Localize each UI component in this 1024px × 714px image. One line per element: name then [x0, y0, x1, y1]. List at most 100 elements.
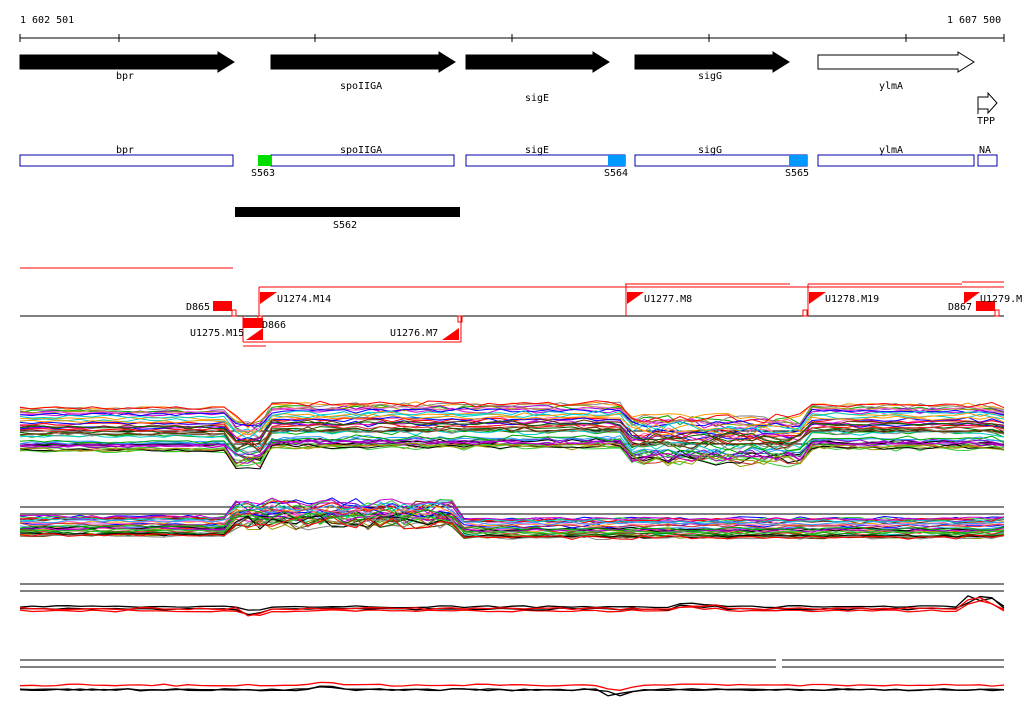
unit-d866[interactable]: D866 — [243, 318, 286, 331]
expression-panel-1 — [19, 400, 1005, 470]
unit-d867[interactable]: D867 — [948, 301, 995, 313]
gene-arrow[interactable] — [634, 51, 790, 73]
expression-profile-line — [19, 497, 1005, 522]
annotation-label: NA — [979, 145, 991, 156]
gene-ylmA[interactable]: ylmA — [817, 51, 975, 92]
unit-d865[interactable]: D865 — [186, 301, 232, 313]
promoter-flag-icon — [627, 292, 644, 304]
segment-s562[interactable]: S562 — [235, 207, 460, 231]
site-s564[interactable]: S564 — [604, 155, 628, 179]
ruler-ticks — [19, 34, 1005, 42]
promoter-flag-icon — [964, 292, 980, 304]
gene-arrow[interactable] — [19, 51, 235, 73]
promoter-flag-icon — [246, 328, 263, 340]
gene-sigG[interactable]: sigG — [634, 51, 790, 82]
segment-bar[interactable] — [235, 207, 460, 217]
expression-profile-line — [19, 406, 1005, 433]
expression-profile-line — [19, 507, 1005, 532]
transcription-unit-track: D865 U1274.M14 D866 U1275.M15 U1276.M7 U… — [20, 267, 1022, 347]
annotation-box-sigE[interactable]: sigE — [465, 145, 626, 167]
gene-arrow[interactable] — [465, 51, 610, 73]
site-marker[interactable] — [608, 155, 625, 166]
expression-profile-line — [19, 412, 1005, 440]
promoter-flag-icon — [442, 328, 459, 340]
annotation-box-sigG[interactable]: sigG — [634, 145, 808, 167]
site-label: S565 — [785, 168, 809, 179]
annotation-box-ylmA[interactable]: ylmA — [817, 145, 975, 167]
unit-u1276-m7[interactable]: U1276.M7 — [390, 328, 459, 340]
expression-profile-line — [19, 423, 1005, 452]
unit-u1277-m8[interactable]: U1277.M8 — [627, 292, 692, 305]
gene-bpr[interactable]: bpr — [19, 51, 235, 82]
gene-arrow[interactable] — [817, 51, 975, 73]
expression-profile-line — [19, 414, 1005, 440]
gene-spoIIGA[interactable]: spoIIGA — [270, 51, 456, 92]
gene-label: spoIIGA — [340, 81, 382, 92]
terminator-tpp[interactable]: TPP — [977, 91, 998, 127]
unit-label: U1275.M15 — [190, 328, 244, 339]
expression-panel-3 — [19, 583, 1005, 617]
expression-profile-line — [19, 507, 1005, 530]
annotation-box-bpr[interactable]: bpr — [19, 145, 234, 167]
annotation-label: ylmA — [879, 145, 903, 156]
expression-profile-line — [19, 596, 1005, 617]
expression-panel-2 — [19, 497, 1005, 541]
expression-profile-line — [19, 442, 1005, 465]
expression-profile-line — [19, 400, 1005, 428]
unit-u1279-m[interactable]: U1279.M — [964, 292, 1022, 305]
expression-profile-line — [19, 502, 1005, 526]
expression-profile-line — [19, 439, 1005, 463]
expression-profile-line — [19, 420, 1005, 443]
promoter-flag-icon — [809, 292, 826, 304]
unit-block[interactable] — [243, 318, 263, 328]
unit-block[interactable] — [213, 301, 232, 311]
annotation-label: sigE — [525, 145, 549, 156]
site-marker[interactable] — [258, 155, 271, 166]
unit-u1278-m19[interactable]: U1278.M19 — [809, 292, 879, 305]
site-marker[interactable] — [789, 155, 807, 166]
gene-label: bpr — [116, 71, 134, 82]
expression-profile-line — [19, 404, 1005, 428]
unit-u1275-m15[interactable]: U1275.M15 — [190, 328, 263, 340]
expression-profile-line — [19, 600, 1005, 617]
annotation-track: bpr spoIIGA sigE sigG ylmA NA S563 — [19, 145, 998, 179]
unit-lines — [20, 267, 1004, 347]
annotation-label: spoIIGA — [340, 145, 382, 156]
gene-label: sigG — [698, 71, 722, 82]
unit-label: D866 — [262, 320, 286, 331]
panel-gap — [776, 656, 782, 700]
gene-arrow[interactable] — [270, 51, 456, 73]
expression-profile-line — [19, 510, 1005, 534]
expression-panel-4 — [19, 656, 1005, 700]
expression-profile-line — [19, 426, 1005, 454]
expression-profile-line — [19, 434, 1005, 461]
gene-track: bpr spoIIGA sigE sigG ylmA TPP — [19, 51, 998, 127]
unit-label: D865 — [186, 302, 210, 313]
site-label: S563 — [251, 168, 275, 179]
promoter-flag-icon — [260, 292, 277, 304]
unit-label: U1278.M19 — [825, 294, 879, 305]
unit-label: U1274.M14 — [277, 294, 331, 305]
expression-profile-line — [19, 509, 1005, 533]
expression-profile-line — [19, 419, 1005, 442]
gene-label: ylmA — [879, 81, 903, 92]
terminator-label: TPP — [977, 116, 995, 127]
unit-label: D867 — [948, 302, 972, 313]
annotation-label: bpr — [116, 145, 134, 156]
unit-u1274-m14[interactable]: U1274.M14 — [260, 292, 331, 305]
unit-block[interactable] — [976, 301, 995, 311]
ruler-end-label: 1 607 500 — [947, 15, 1001, 26]
gene-sigE[interactable]: sigE — [465, 51, 610, 104]
terminator-arrow-icon — [977, 91, 998, 115]
gene-label: sigE — [525, 93, 549, 104]
annotation-box-spoIIGA[interactable]: spoIIGA — [270, 145, 455, 167]
site-s563[interactable]: S563 — [251, 155, 275, 179]
unit-label: U1279.M — [980, 294, 1022, 305]
ruler-start-label: 1 602 501 — [20, 15, 74, 26]
expression-profile-line — [19, 407, 1005, 428]
site-s565[interactable]: S565 — [785, 155, 809, 179]
unit-label: U1277.M8 — [644, 294, 692, 305]
annotation-box-na[interactable]: NA — [977, 145, 998, 167]
expression-profile-line — [19, 595, 1005, 611]
